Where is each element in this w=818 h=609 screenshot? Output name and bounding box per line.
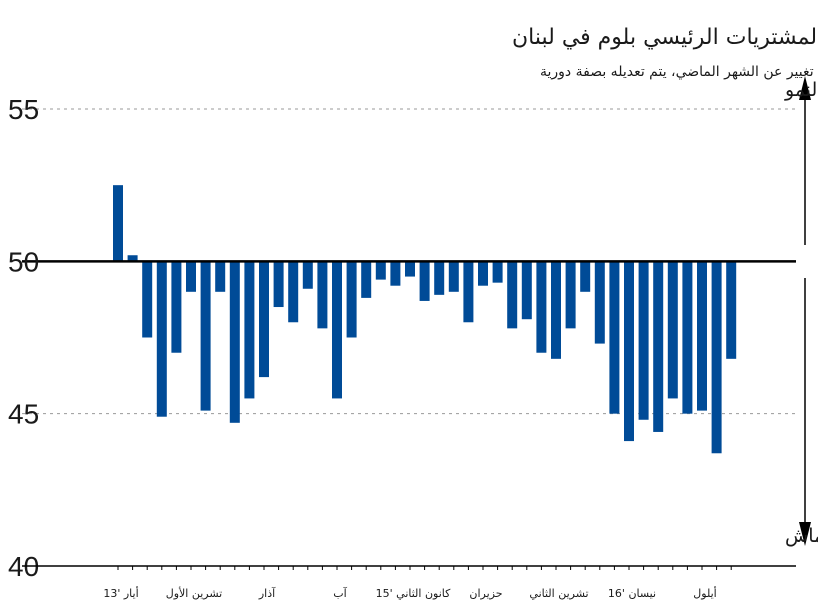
x-tick-label: أيلول xyxy=(693,586,716,600)
x-tick-label: آذار xyxy=(258,586,276,600)
bar xyxy=(711,261,722,454)
bar xyxy=(142,261,153,338)
y-tick-label: 45 xyxy=(8,399,39,430)
bar xyxy=(273,261,284,308)
x-tick-label: تشرين الثاني xyxy=(529,587,588,600)
bar xyxy=(448,261,459,292)
bar xyxy=(375,261,386,280)
down-arrow-head xyxy=(799,522,811,546)
up-arrow-head xyxy=(799,76,811,100)
grid-lines xyxy=(22,108,796,415)
bar xyxy=(171,261,182,353)
bar xyxy=(492,261,503,283)
chart-subtitle: 50 = لا يوجد تغيير عن الشهر الماضي، يتم … xyxy=(540,64,818,80)
bar xyxy=(332,261,342,399)
bar xyxy=(200,261,211,411)
bar xyxy=(127,255,138,262)
bar xyxy=(302,261,313,289)
growth-label: معدل الزيادة في النمو xyxy=(784,79,818,101)
bar xyxy=(229,261,240,423)
bar xyxy=(156,261,167,417)
bar xyxy=(667,261,678,399)
bar xyxy=(346,261,357,338)
bar xyxy=(215,261,226,292)
bar xyxy=(405,261,415,277)
bar xyxy=(521,261,532,320)
bar xyxy=(390,261,401,286)
bar xyxy=(317,261,328,329)
bar xyxy=(580,261,591,292)
bar xyxy=(565,261,576,329)
bar xyxy=(653,261,664,432)
chart-title: مؤشر مدراء المشتريات الرئيسي بلوم في لبن… xyxy=(512,25,818,50)
bar xyxy=(288,261,299,323)
arrows xyxy=(799,76,811,546)
bar xyxy=(434,261,445,295)
contraction-label: معدل الزيادة في الانكماش xyxy=(785,525,818,547)
bar xyxy=(536,261,547,353)
bar xyxy=(638,261,649,420)
x-tick-label: آب xyxy=(333,586,347,600)
bar xyxy=(507,261,518,329)
bar xyxy=(186,261,196,292)
x-axis: أيار '13 تشرين الأول آذار آب كانون الثاني '1… xyxy=(22,565,796,600)
bar xyxy=(259,261,269,378)
x-tick-label: كانون الثاني '15 xyxy=(376,587,451,600)
bar xyxy=(361,261,372,298)
x-tick-label: أيار '13 xyxy=(103,586,138,600)
x-tick-label: حزيران xyxy=(469,587,502,600)
y-tick-label: 50 xyxy=(8,246,39,277)
bars xyxy=(113,185,737,454)
x-tick-label: نيسان '16 xyxy=(608,587,656,600)
bar xyxy=(478,261,488,286)
bar xyxy=(726,261,737,359)
bar xyxy=(419,261,430,301)
x-tick-label: تشرين الأول xyxy=(166,586,223,600)
bar xyxy=(624,261,634,442)
bar xyxy=(244,261,255,399)
bar xyxy=(594,261,605,344)
bar xyxy=(463,261,474,323)
bar xyxy=(697,261,707,411)
bar xyxy=(609,261,620,414)
bar xyxy=(551,261,561,359)
bar xyxy=(113,185,123,262)
bar xyxy=(682,261,693,414)
y-tick-label: 55 xyxy=(8,94,39,125)
